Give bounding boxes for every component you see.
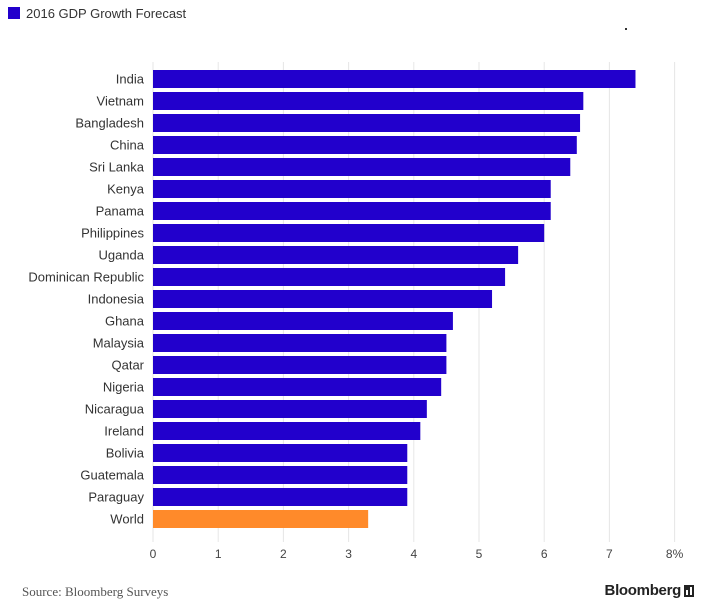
x-tick-label: 3: [345, 547, 352, 561]
bar: [153, 202, 551, 220]
category-label: Bangladesh: [75, 116, 144, 131]
dot-mark: [625, 28, 627, 30]
x-tick-label: 1: [215, 547, 222, 561]
brand-name: Bloomberg: [604, 582, 682, 599]
category-label: Bolivia: [106, 446, 145, 461]
x-tick-label: 6: [541, 547, 548, 561]
category-label: Panama: [96, 204, 145, 219]
bar: [153, 92, 584, 110]
category-label: Sri Lanka: [89, 160, 145, 175]
bar: [153, 70, 636, 88]
category-label: Guatemala: [80, 468, 144, 483]
bar: [153, 246, 519, 264]
category-label: Ireland: [104, 424, 144, 439]
x-tick-label: 0: [150, 547, 157, 561]
category-label: Kenya: [107, 182, 145, 197]
source-note: Source: Bloomberg Surveys: [22, 584, 169, 599]
chart-legend: 2016 GDP Growth Forecast: [8, 4, 186, 22]
x-tick-label: 5: [476, 547, 483, 561]
bar: [153, 422, 421, 440]
category-label: Paraguay: [88, 490, 144, 505]
legend-label: 2016 GDP Growth Forecast: [26, 5, 187, 21]
category-label: Philippines: [81, 226, 144, 241]
bar: [153, 114, 581, 132]
x-tick-label: 4: [410, 547, 417, 561]
category-label: Vietnam: [97, 94, 144, 109]
category-label: Uganda: [98, 248, 144, 263]
category-label: Indonesia: [88, 292, 145, 307]
bar: [153, 444, 408, 462]
category-label: Ghana: [105, 314, 145, 329]
bar: [153, 158, 571, 176]
category-label: China: [110, 138, 145, 153]
x-tick-label: 8%: [666, 547, 684, 561]
bar: [153, 290, 493, 308]
category-label: Nicaragua: [85, 402, 145, 417]
category-label: Malaysia: [93, 336, 145, 351]
x-tick-label: 7: [606, 547, 613, 561]
bar: [153, 268, 506, 286]
bar: [153, 378, 442, 396]
bar: [153, 400, 427, 418]
category-label: India: [116, 72, 145, 87]
category-label: Nigeria: [103, 380, 145, 395]
x-tick-label: 2: [280, 547, 287, 561]
bar: [153, 356, 447, 374]
bar: [153, 466, 408, 484]
bloomberg-icon: [684, 584, 694, 597]
bar: [153, 488, 408, 506]
bar: [153, 136, 577, 154]
bar: [153, 312, 453, 330]
category-label: Dominican Republic: [28, 270, 144, 285]
brand-logo: Bloomberg: [605, 582, 694, 599]
bar: [153, 180, 551, 198]
legend-swatch: [8, 7, 20, 19]
bar: [153, 224, 545, 242]
category-label: World: [110, 512, 144, 527]
bar: [153, 334, 447, 352]
bar: [153, 510, 369, 528]
category-label: Qatar: [111, 358, 144, 373]
